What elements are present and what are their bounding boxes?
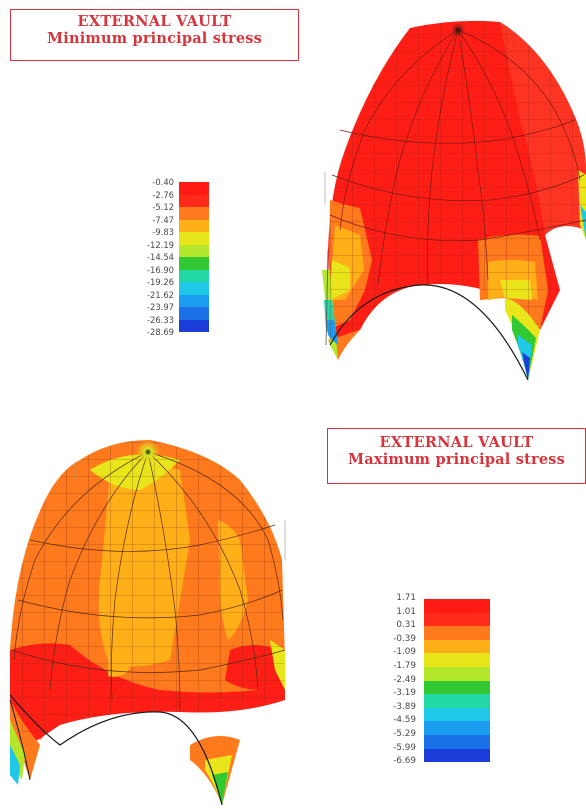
top-vault-mesh [322,20,586,381]
top-legend-label: -0.40 [152,177,174,187]
bottom-color-legend: 1.71 1.01 0.31 -0.39 -1.09 -1.79 -2.49 -3.19 -3.… [380,593,495,774]
bottom-legend-swatch [424,653,490,667]
bottom-legend-label: 1.71 [396,593,416,603]
bottom-title-line1: EXTERNAL VAULT [379,434,534,451]
top-legend-swatch [179,319,209,332]
bottom-legend-label: -5.29 [393,729,416,739]
top-legend-swatch [179,282,209,295]
top-legend-label: -21.62 [147,289,174,300]
bottom-legend-swatch [424,735,490,749]
top-legend-swatch [179,257,209,270]
top-legend-label: -14.54 [147,252,174,262]
bottom-legend-swatch [424,612,490,627]
bottom-legend-swatch [424,639,490,654]
top-legend-label: -7.47 [152,214,174,225]
top-color-legend: -0.40 -2.76 -5.12 -7.47 -9.83 -12.19 -14.54 -16… [140,177,215,343]
top-legend-swatch [179,232,209,245]
bottom-legend-label: -3.89 [393,701,416,712]
top-legend-label: -23.97 [147,302,174,312]
top-legend-swatch [179,294,209,307]
bottom-legend-swatch [424,626,490,640]
bottom-legend-swatch [424,694,490,708]
bottom-legend-swatch [424,599,490,613]
top-legend-label: -19.26 [147,277,174,287]
bottom-legend-label: -5.99 [393,742,416,753]
top-legend-swatch [179,307,209,320]
bottom-legend-swatch [424,667,490,681]
bottom-legend-swatch [424,707,490,722]
bottom-legend-swatch [424,721,490,735]
top-legend-label: -9.83 [152,227,174,237]
bottom-vault-mesh [9,440,286,806]
top-legend-label: -16.90 [147,264,174,275]
bottom-legend-label: -0.39 [393,633,416,644]
top-legend-swatch [179,182,209,195]
bottom-legend-label: -3.19 [393,688,416,699]
bottom-legend-swatch [424,680,490,695]
bottom-legend-label: -6.69 [393,756,416,767]
top-legend-swatch [179,219,209,232]
bottom-legend-label: -4.59 [393,715,416,726]
top-legend-swatch [179,269,209,282]
top-legend-label: -5.12 [152,202,174,212]
top-title-line1: EXTERNAL VAULT [77,13,232,30]
bottom-legend-label: 1.01 [396,606,416,617]
top-legend-swatch [179,244,209,257]
bottom-legend-label: 0.31 [396,620,416,631]
top-legend-swatch [179,207,209,220]
top-legend-label: -26.33 [147,314,174,325]
bottom-title-line2: Maximum principal stress [348,451,565,468]
bottom-legend-label: -2.49 [393,674,416,685]
top-legend-swatch [179,194,209,207]
top-panel-title-box: EXTERNAL VAULT Minimum principal stress [10,9,299,61]
top-legend-label: -2.76 [152,189,174,200]
bottom-legend-label: -1.09 [393,647,416,658]
bottom-legend-label: -1.79 [393,661,416,671]
top-legend-label: -28.69 [147,327,174,337]
top-legend-label: -12.19 [147,239,174,250]
top-title-line2: Minimum principal stress [47,30,262,47]
bottom-legend-swatch [424,748,490,763]
